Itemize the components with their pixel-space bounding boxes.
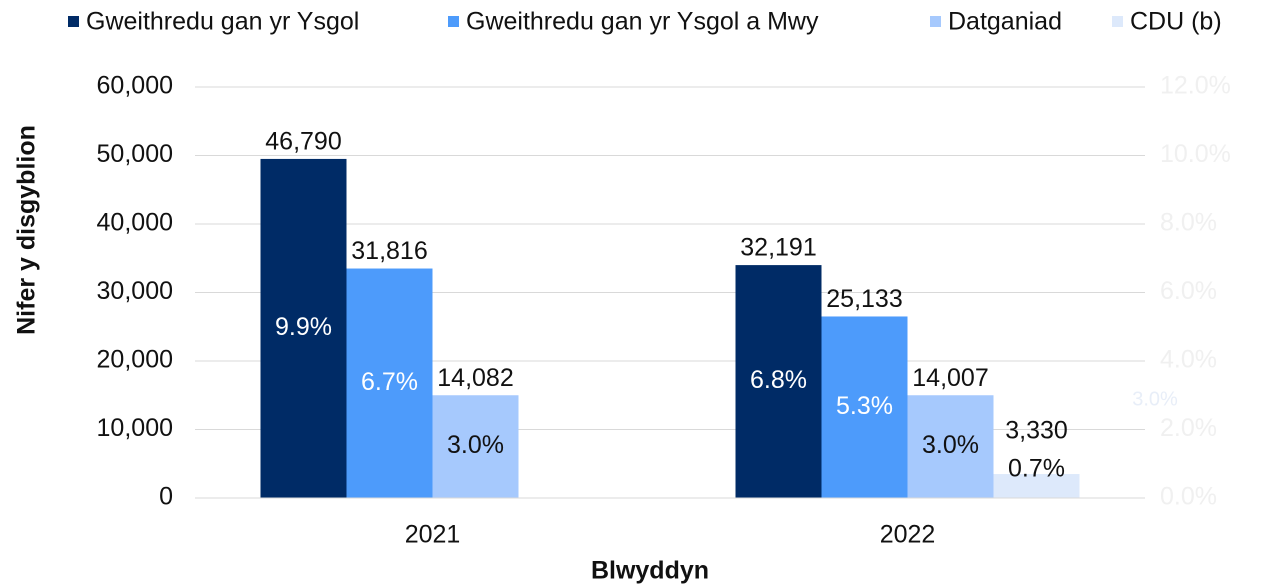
bar <box>993 474 1080 498</box>
x-axis-label: Blwyddyn <box>591 557 709 585</box>
x-tick-label: 2022 <box>880 521 936 549</box>
y-tick-label: 20,000 <box>97 346 173 374</box>
percent-label: 3.0% <box>447 431 504 459</box>
y2-tick-label: 10.0% <box>1160 140 1231 168</box>
legend-label: Gweithredu gan yr Ysgol a Mwy <box>466 8 819 36</box>
count-label: 46,790 <box>265 128 341 156</box>
percent-label: 6.7% <box>361 368 418 396</box>
y2-tick-label: 2.0% <box>1160 414 1217 442</box>
y2-tick-label: 8.0% <box>1160 209 1217 237</box>
bar <box>346 268 433 498</box>
y2-tick-label: 6.0% <box>1160 277 1217 305</box>
y2-tick-label: 4.0% <box>1160 346 1217 374</box>
count-label: 25,133 <box>826 285 902 313</box>
legend-swatch <box>68 16 79 27</box>
y-tick-label: 30,000 <box>97 277 173 305</box>
legend-label: CDU (b) <box>1130 8 1222 36</box>
bar <box>907 395 994 498</box>
x-tick-label: 2021 <box>405 521 461 549</box>
count-label: 14,007 <box>912 364 988 392</box>
count-label: 32,191 <box>740 234 816 262</box>
count-label: 31,816 <box>351 237 427 265</box>
legend-label: Datganiad <box>948 8 1062 36</box>
y2-tick-label: 12.0% <box>1160 72 1231 100</box>
percent-label: 9.9% <box>275 313 332 341</box>
bar <box>260 158 347 499</box>
bar <box>735 265 822 498</box>
count-label: 3,330 <box>1005 417 1068 445</box>
y-axis-label: Nifer y disgyblion <box>13 125 41 335</box>
legend-label: Gweithredu gan yr Ysgol <box>86 8 359 36</box>
y-tick-label: 60,000 <box>97 72 173 100</box>
percent-label: 6.8% <box>750 366 807 394</box>
annotation: 3.0% <box>1132 388 1178 410</box>
legend-swatch <box>1112 16 1123 27</box>
y2-tick-label: 0.0% <box>1160 483 1217 511</box>
legend-swatch <box>448 16 459 27</box>
percent-label: 5.3% <box>836 392 893 420</box>
legend-swatch <box>930 16 941 27</box>
bar <box>432 395 519 498</box>
bar <box>821 316 908 498</box>
percent-label: 0.7% <box>1008 455 1065 483</box>
y-tick-label: 40,000 <box>97 209 173 237</box>
y-tick-label: 50,000 <box>97 140 173 168</box>
percent-label: 3.0% <box>922 431 979 459</box>
y-tick-label: 10,000 <box>97 414 173 442</box>
count-label: 14,082 <box>437 364 513 392</box>
y-tick-label: 0 <box>159 483 173 511</box>
